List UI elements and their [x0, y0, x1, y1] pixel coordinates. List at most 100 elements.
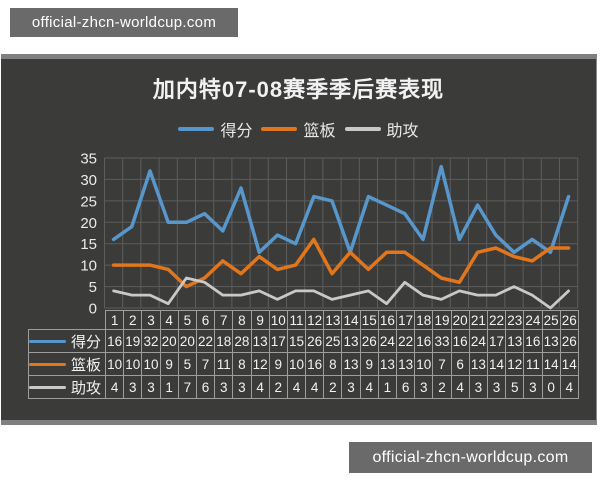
table-corner-cell: [29, 311, 106, 330]
table-cell-points: 17: [486, 329, 507, 353]
table-cell-assists: 4: [450, 375, 470, 399]
row-swatch-points: [29, 339, 66, 343]
table-cell-points: 13: [250, 329, 270, 353]
table-cell-rebounds: 11: [214, 352, 234, 376]
table-cell-assists: 5: [505, 375, 525, 399]
table-cell-rebounds: 16: [305, 352, 325, 376]
table-cell-rebounds: 7: [432, 352, 452, 376]
x-axis-label: 15: [359, 310, 379, 330]
x-axis-label: 4: [159, 310, 179, 330]
table-cell-assists: 3: [232, 375, 252, 399]
table-cell-rebounds: 13: [377, 352, 398, 376]
x-axis-label: 24: [523, 310, 543, 330]
table-cell-points: 15: [286, 329, 307, 353]
table-cell-assists: 7: [177, 375, 197, 399]
legend-item-rebounds: 篮板: [261, 117, 336, 141]
table-cell-points: 26: [305, 329, 325, 353]
x-axis-label: 22: [486, 310, 507, 330]
table-cell-points: 13: [341, 329, 361, 353]
watermark-bottom: official-zhcn-worldcup.com: [349, 442, 592, 473]
y-axis-tick-label: 5: [89, 279, 97, 296]
data-table: 1 2 3 4 5 6 7 8 9 10 11 12 13 14 15 16 17 18 19 20 21 22 23 24 2…: [27, 310, 579, 399]
table-cell-rebounds: 13: [341, 352, 361, 376]
series-line-rebounds: [111, 237, 571, 289]
x-axis-label: 5: [177, 310, 197, 330]
table-cell-points: 33: [432, 329, 452, 353]
table-cell-assists: 4: [286, 375, 307, 399]
legend-label-rebounds: 篮板: [303, 123, 336, 140]
row-swatch-assists: [29, 385, 66, 389]
y-axis-tick-label: 10: [80, 258, 97, 275]
table-cell-points: 18: [214, 329, 234, 353]
legend-label-assists: 助攻: [386, 123, 419, 140]
x-axis-label: 19: [432, 310, 452, 330]
x-axis-label: 7: [214, 310, 234, 330]
table-cell-rebounds: 10: [414, 352, 434, 376]
table-cell-points: 28: [232, 329, 252, 353]
table-cell-assists: 6: [195, 375, 216, 399]
table-cell-rebounds: 14: [541, 352, 561, 376]
table-header-row: 1 2 3 4 5 6 7 8 9 10 11 12 13 14 15 16 17 18 19 20 21 22 23 24 2…: [29, 310, 579, 330]
legend-swatch-rebounds: [261, 127, 298, 131]
table-cell-points: 26: [559, 329, 579, 353]
table-cell-assists: 1: [377, 375, 398, 399]
x-axis-label: 3: [141, 310, 161, 330]
table-cell-points: 24: [377, 329, 398, 353]
table-cell-points: 20: [159, 329, 179, 353]
table-cell-assists: 2: [432, 375, 452, 399]
x-axis-label: 20: [450, 310, 470, 330]
table-cell-assists: 3: [123, 375, 143, 399]
table-cell-points: 20: [177, 329, 197, 353]
table-cell-points: 16: [105, 329, 125, 353]
y-axis-tick-label: 35: [80, 151, 97, 168]
table-cell-rebounds: 9: [159, 352, 179, 376]
table-cell-points: 22: [396, 329, 416, 353]
table-cell-points: 16: [414, 329, 434, 353]
x-axis-label: 26: [559, 310, 579, 330]
table-cell-rebounds: 9: [268, 352, 288, 376]
table-cell-rebounds: 10: [105, 352, 125, 376]
table-cell-assists: 6: [396, 375, 416, 399]
table-cell-points: 19: [123, 329, 143, 353]
table-cell-assists: 4: [359, 375, 379, 399]
table-cell-points: 25: [323, 329, 343, 353]
table-cell-points: 22: [195, 329, 216, 353]
x-axis-label: 14: [341, 310, 361, 330]
table-cell-rebounds: 8: [323, 352, 343, 376]
table-cell-rebounds: 14: [559, 352, 579, 376]
legend-item-assists: 助攻: [344, 117, 419, 141]
table-cell-assists: 3: [341, 375, 361, 399]
x-axis-label: 21: [468, 310, 488, 330]
table-cell-assists: 1: [159, 375, 179, 399]
table-cell-assists: 3: [486, 375, 507, 399]
chart-title: 加内特07-08赛季季后赛表现: [152, 77, 445, 102]
table-cell-points: 16: [450, 329, 470, 353]
x-axis-label: 18: [414, 310, 434, 330]
table-cell-rebounds: 9: [359, 352, 379, 376]
table-cell-points: 13: [505, 329, 525, 353]
table-cell-rebounds: 10: [286, 352, 307, 376]
row-label-points: 得分: [27, 329, 107, 353]
x-axis-label: 17: [396, 310, 416, 330]
x-axis-label: 16: [377, 310, 398, 330]
table-cell-rebounds: 7: [195, 352, 216, 376]
table-cell-assists: 3: [523, 375, 543, 399]
table-cell-points: 13: [541, 329, 561, 353]
x-axis-label: 11: [286, 310, 307, 330]
table-cell-rebounds: 13: [396, 352, 416, 376]
y-axis-tick-label: 15: [80, 236, 97, 253]
x-axis-label: 13: [323, 310, 343, 330]
table-cell-assists: 3: [141, 375, 161, 399]
table-cell-rebounds: 10: [141, 352, 161, 376]
table-cell-points: 17: [268, 329, 288, 353]
table-cell-rebounds: 10: [123, 352, 143, 376]
table-cell-assists: 4: [305, 375, 325, 399]
table-cell-assists: 4: [559, 375, 579, 399]
legend-label-points: 得分: [220, 123, 253, 140]
table-cell-points: 16: [523, 329, 543, 353]
table-cell-assists: 3: [468, 375, 488, 399]
x-axis-label: 23: [505, 310, 525, 330]
table-cell-rebounds: 5: [177, 352, 197, 376]
table-cell-rebounds: 13: [468, 352, 488, 376]
x-axis-label: 1: [105, 310, 125, 330]
